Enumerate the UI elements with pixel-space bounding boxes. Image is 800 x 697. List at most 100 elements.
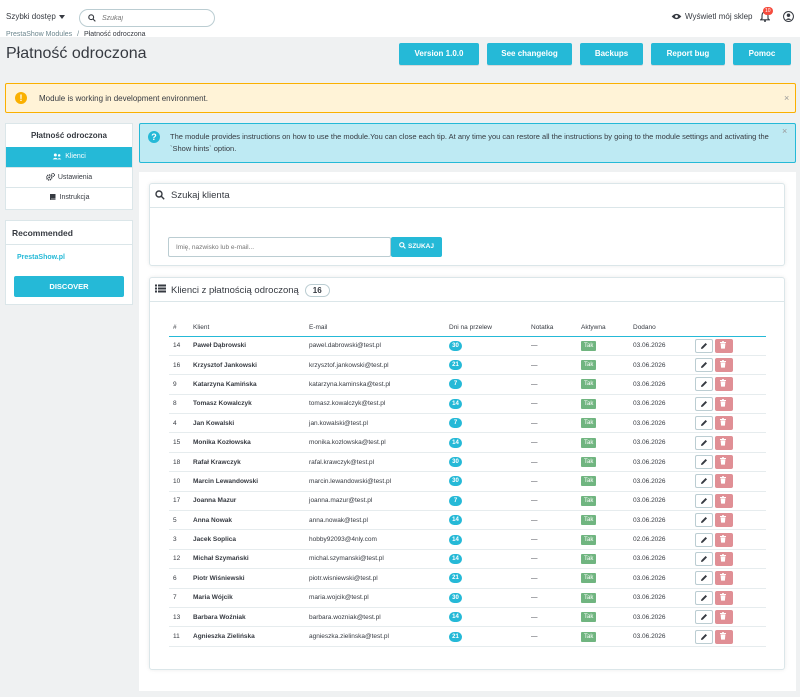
client-name: Michał Szymański <box>193 549 309 570</box>
days-badge: 7 <box>449 379 462 390</box>
column-header-added: Dodano <box>633 319 695 337</box>
sidebar-item-settings[interactable]: Ustawienia <box>6 167 132 187</box>
quick-access-label: Szybki dostęp <box>6 12 56 21</box>
trash-icon <box>720 612 726 620</box>
edit-button[interactable] <box>695 338 713 353</box>
delete-button[interactable] <box>715 590 733 605</box>
trash-icon <box>720 437 726 446</box>
backups-button[interactable]: Backups <box>580 43 643 65</box>
edit-button[interactable] <box>695 435 713 450</box>
panel-heading: Szukaj klienta <box>150 184 784 208</box>
client-id: 5 <box>169 510 193 531</box>
active-cell: Tak <box>581 336 633 356</box>
delete-button[interactable] <box>715 629 733 644</box>
days-badge: 14 <box>449 398 462 409</box>
quick-access-dropdown[interactable]: Szybki dostęp <box>6 12 65 21</box>
edit-button[interactable] <box>695 610 713 625</box>
trash-icon <box>720 457 726 465</box>
report-bug-button[interactable]: Report bug <box>651 43 725 65</box>
pencil-icon <box>701 633 707 640</box>
exclamation-icon: ! <box>15 92 27 104</box>
user-menu[interactable] <box>783 11 794 24</box>
delete-button[interactable] <box>715 396 733 411</box>
edit-button[interactable] <box>695 416 713 431</box>
actions-cell <box>695 491 766 512</box>
delete-button[interactable] <box>715 513 733 528</box>
actions-cell <box>695 588 766 608</box>
sidebar-item-clients[interactable]: Klienci <box>6 147 132 167</box>
view-shop-link[interactable]: Wyświetl mój sklep <box>671 12 753 21</box>
breadcrumb-parent[interactable]: PrestaShow Modules <box>6 31 73 38</box>
changelog-button[interactable]: See changelog <box>487 43 572 65</box>
client-email: maria.wojcik@test.pl <box>309 588 449 608</box>
version-button[interactable]: Version 1.0.0 <box>399 43 479 65</box>
active-cell: Tak <box>581 529 633 550</box>
delete-button[interactable] <box>715 551 733 566</box>
delete-button[interactable] <box>715 532 733 547</box>
client-email: hobby92093@4nly.com <box>309 529 449 550</box>
edit-button[interactable] <box>695 629 713 644</box>
user-icon <box>783 11 794 22</box>
delete-button[interactable] <box>715 416 733 431</box>
client-added-date: 03.06.2026 <box>633 626 695 647</box>
delete-button[interactable] <box>715 571 733 586</box>
client-name: Marcin Lewandowski <box>193 471 309 492</box>
trash-icon <box>720 534 726 543</box>
help-button[interactable]: Pomoc <box>733 43 791 65</box>
search-input[interactable] <box>102 12 208 24</box>
notifications-button[interactable]: 10 <box>759 7 773 24</box>
edit-button[interactable] <box>695 474 713 489</box>
delete-button[interactable] <box>715 455 733 470</box>
pencil-icon <box>701 439 707 446</box>
edit-button[interactable] <box>695 493 713 508</box>
column-header-note: Notatka <box>531 319 581 337</box>
edit-button[interactable] <box>695 551 713 566</box>
client-search-input[interactable] <box>168 237 391 257</box>
table-row: 13 Barbara Woźniak barbara.wozniak@test.pl… <box>169 607 766 628</box>
edit-button[interactable] <box>695 532 713 547</box>
close-icon[interactable]: × <box>784 93 790 103</box>
search-button[interactable]: SZUKAJ <box>391 237 442 257</box>
discover-button[interactable]: DISCOVER <box>14 276 124 297</box>
client-added-date: 03.06.2026 <box>633 413 695 434</box>
delete-button[interactable] <box>715 358 733 373</box>
active-badge: Tak <box>581 573 597 584</box>
client-email: agnieszka.zielinska@test.pl <box>309 626 449 647</box>
active-badge: Tak <box>581 418 597 429</box>
edit-button[interactable] <box>695 358 713 373</box>
edit-button[interactable] <box>695 396 713 411</box>
days-cell: 14 <box>449 549 531 570</box>
eye-icon <box>671 14 682 20</box>
search-client-panel: Szukaj klienta SZUKAJ <box>149 183 785 266</box>
search-icon <box>399 242 406 250</box>
delete-button[interactable] <box>715 377 733 392</box>
edit-button[interactable] <box>695 455 713 470</box>
actions-cell <box>695 394 766 415</box>
edit-button[interactable] <box>695 513 713 528</box>
pencil-icon <box>701 575 707 582</box>
delete-button[interactable] <box>715 610 733 625</box>
days-cell: 7 <box>449 413 531 434</box>
delete-button[interactable] <box>715 474 733 489</box>
client-email: michal.szymanski@test.pl <box>309 549 449 570</box>
table-row: 6 Piotr Wiśniewski piotr.wisniewski@test.p… <box>169 568 766 589</box>
header-search[interactable] <box>79 9 215 27</box>
delete-button[interactable] <box>715 338 733 353</box>
sidebar-item-instructions[interactable]: Instrukcja <box>6 187 132 207</box>
client-name: Anna Nowak <box>193 510 309 531</box>
client-name: Agnieszka Zielińska <box>193 626 309 647</box>
active-badge: Tak <box>581 553 597 564</box>
prestashow-link[interactable]: PrestaShow.pl <box>17 254 65 261</box>
edit-button[interactable] <box>695 590 713 605</box>
close-icon[interactable]: × <box>782 126 788 136</box>
days-badge: 7 <box>449 418 462 429</box>
active-badge: Tak <box>581 398 597 409</box>
client-id: 17 <box>169 491 193 512</box>
delete-button[interactable] <box>715 435 733 450</box>
days-badge: 21 <box>449 360 462 371</box>
edit-button[interactable] <box>695 377 713 392</box>
trash-icon <box>720 418 726 426</box>
delete-button[interactable] <box>715 493 733 508</box>
actions-cell <box>695 452 766 473</box>
edit-button[interactable] <box>695 571 713 586</box>
